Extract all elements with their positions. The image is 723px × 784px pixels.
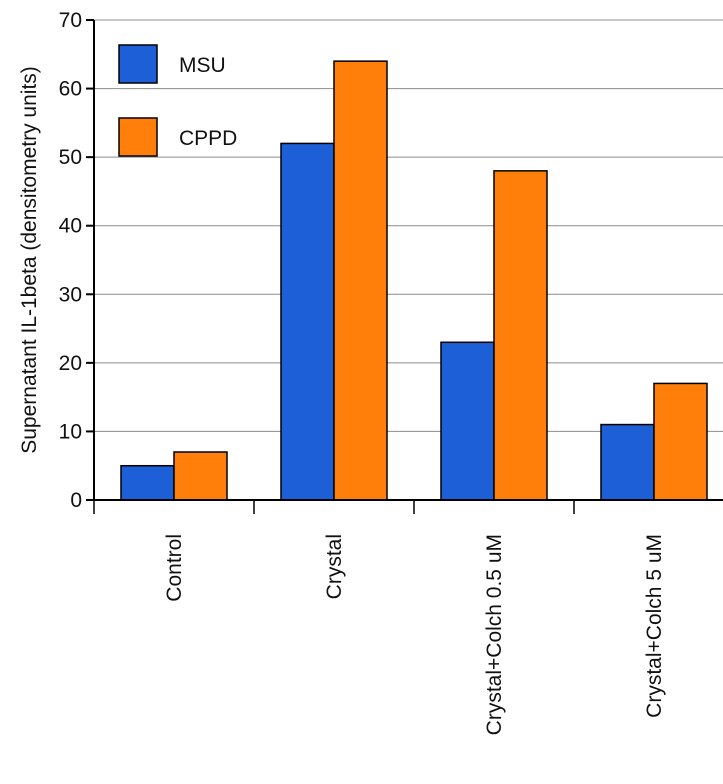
bar-cppd-2 xyxy=(333,60,388,501)
y-tick-label-40: 40 xyxy=(59,215,82,238)
y-axis-title: Supernatant IL-1beta (densitometry units… xyxy=(18,66,41,454)
y-tick-label-50: 50 xyxy=(59,146,82,169)
legend-label-cppd: CPPD xyxy=(179,127,237,150)
legend: MSU CPPD xyxy=(118,44,237,157)
bar-cppd-1 xyxy=(173,451,228,501)
legend-label-msu: MSU xyxy=(179,54,226,77)
bars xyxy=(120,60,708,501)
x-category-label-1: Control xyxy=(163,534,186,602)
bar-cppd-4 xyxy=(653,382,708,501)
x-category-label-2: Crystal xyxy=(323,534,346,599)
y-tick-label-0: 0 xyxy=(70,489,82,512)
x-category-label-4: Crystal+Colch 5 uM xyxy=(643,534,666,718)
bar-msu-1 xyxy=(120,464,175,501)
bar-msu-4 xyxy=(600,423,655,501)
y-tick-label-20: 20 xyxy=(59,352,82,375)
legend-swatch-msu xyxy=(118,44,158,84)
y-tick-label-70: 70 xyxy=(59,9,82,32)
bar-msu-3 xyxy=(440,341,495,501)
bar-cppd-3 xyxy=(493,170,548,501)
x-category-label-3: Crystal+Colch 0.5 uM xyxy=(483,534,506,735)
axes: 0 10 20 30 40 50 60 70 Control Crystal Crystal+Col… xyxy=(59,9,723,735)
y-tick-label-30: 30 xyxy=(59,283,82,306)
y-tick-label-10: 10 xyxy=(59,420,82,443)
y-tick-label-60: 60 xyxy=(59,78,82,101)
bar-msu-2 xyxy=(280,142,335,501)
gridlines xyxy=(94,19,723,432)
legend-swatch-cppd xyxy=(118,117,158,157)
